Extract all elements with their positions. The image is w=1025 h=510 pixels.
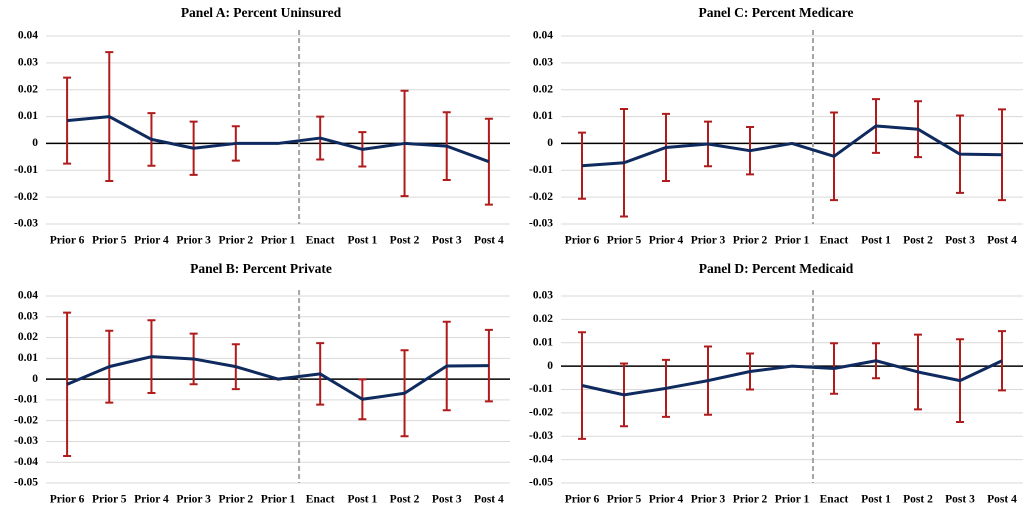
x-tick-label: Prior 6 [50, 235, 85, 247]
y-tick-label: 0.02 [18, 83, 38, 95]
y-tick-label: -0.01 [14, 164, 38, 176]
y-tick-label: -0.03 [529, 430, 553, 442]
y-tick-label: 0 [547, 360, 553, 372]
x-tick-label: Prior 1 [261, 235, 296, 247]
y-tick-label: -0.05 [14, 477, 38, 489]
x-tick-label: Post 3 [945, 235, 975, 247]
x-tick-label: Prior 5 [92, 235, 127, 247]
x-tick-label: Prior 4 [134, 494, 169, 506]
x-tick-label: Prior 2 [733, 235, 768, 247]
series-line [581, 124, 1003, 168]
y-tick-label: -0.03 [14, 218, 38, 230]
x-tick-label: Prior 1 [775, 235, 810, 247]
x-tick-label: Post 2 [390, 494, 420, 506]
x-tick-label: Post 4 [987, 494, 1017, 506]
x-tick-label: Prior 1 [261, 494, 296, 506]
x-tick-label: Post 2 [390, 235, 420, 247]
x-tick-label: Enact [820, 494, 849, 506]
chart-title: Panel C: Percent Medicare [698, 5, 853, 20]
x-tick-label: Prior 3 [691, 235, 726, 247]
y-tick-label: 0.02 [533, 313, 553, 325]
y-tick-label: 0.04 [533, 30, 553, 42]
x-tick-label: Post 4 [474, 494, 504, 506]
y-tick-label: 0 [32, 137, 38, 149]
x-tick-label: Post 3 [432, 494, 462, 506]
x-tick-label: Prior 4 [649, 494, 684, 506]
x-tick-label: Post 4 [474, 235, 504, 247]
y-tick-label: -0.04 [529, 453, 553, 465]
x-tick-label: Prior 5 [92, 494, 127, 506]
x-tick-label: Prior 1 [775, 494, 810, 506]
x-tick-label: Enact [820, 235, 849, 247]
y-tick-label: 0.02 [18, 331, 38, 343]
chart-title: Panel A: Percent Uninsured [181, 5, 342, 20]
y-tick-label: 0.03 [18, 310, 38, 322]
y-tick-label: 0.03 [18, 56, 38, 68]
x-tick-label: Prior 2 [219, 235, 254, 247]
chart-title: Panel D: Percent Medicaid [699, 261, 854, 276]
y-tick-label: -0.02 [14, 191, 38, 203]
x-tick-label: Prior 6 [50, 494, 85, 506]
x-tick-label: Prior 5 [607, 235, 642, 247]
y-tick-label: 0 [547, 137, 553, 149]
series-line [66, 115, 490, 164]
series-line [66, 355, 489, 401]
x-tick-label: Prior 2 [733, 494, 768, 506]
y-tick-label: 0.03 [533, 290, 553, 302]
x-tick-label: Post 4 [987, 235, 1017, 247]
x-tick-label: Prior 4 [649, 235, 684, 247]
y-tick-label: -0.02 [14, 414, 38, 426]
y-tick-label: -0.01 [529, 164, 553, 176]
y-tick-label: -0.02 [529, 191, 553, 203]
y-tick-label: 0.01 [18, 110, 38, 122]
y-tick-label: 0.03 [533, 56, 553, 68]
y-tick-label: 0.04 [18, 30, 38, 42]
x-tick-label: Post 2 [903, 235, 933, 247]
y-tick-label: 0.01 [533, 110, 553, 122]
y-tick-label: -0.01 [529, 383, 553, 395]
x-tick-label: Enact [306, 235, 335, 247]
y-tick-label: 0.02 [533, 83, 553, 95]
y-tick-label: 0.04 [18, 290, 38, 302]
y-tick-label: -0.02 [529, 407, 553, 419]
x-tick-label: Prior 3 [176, 235, 211, 247]
x-tick-label: Prior 3 [691, 494, 726, 506]
x-tick-label: Prior 5 [607, 494, 642, 506]
y-tick-label: 0.01 [533, 336, 553, 348]
x-tick-label: Post 1 [348, 494, 378, 506]
x-tick-label: Prior 6 [565, 494, 600, 506]
y-tick-label: -0.01 [14, 394, 38, 406]
chart-title: Panel B: Percent Private [190, 261, 332, 276]
y-tick-label: -0.04 [14, 456, 38, 468]
y-tick-label: -0.03 [14, 435, 38, 447]
x-tick-label: Prior 4 [134, 235, 169, 247]
x-tick-label: Post 1 [861, 235, 891, 247]
y-tick-label: -0.03 [529, 218, 553, 230]
x-tick-label: Post 2 [903, 494, 933, 506]
error-bar [578, 331, 586, 440]
x-tick-label: Post 1 [348, 235, 378, 247]
y-tick-label: 0 [32, 373, 38, 385]
x-tick-label: Prior 3 [176, 494, 211, 506]
x-tick-label: Enact [306, 494, 335, 506]
series-line [581, 359, 1003, 397]
x-tick-label: Prior 6 [565, 235, 600, 247]
y-tick-label: -0.05 [529, 477, 553, 489]
x-tick-label: Prior 2 [219, 494, 254, 506]
x-tick-label: Post 3 [945, 494, 975, 506]
x-tick-label: Post 3 [432, 235, 462, 247]
y-tick-label: 0.01 [18, 352, 38, 364]
x-tick-label: Post 1 [861, 494, 891, 506]
error-bar [63, 311, 72, 457]
